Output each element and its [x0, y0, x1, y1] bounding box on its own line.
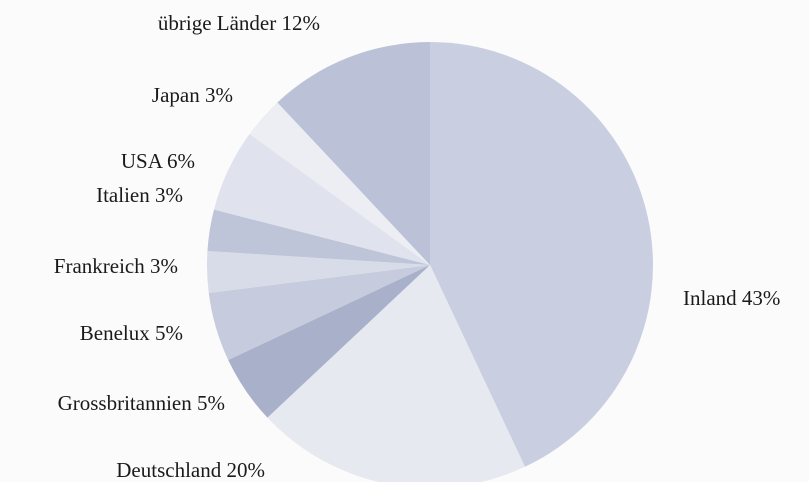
pie-slice — [277, 41, 430, 265]
slice-label: übrige Länder 12% — [158, 11, 320, 35]
pie-slice — [430, 42, 654, 467]
slice-label: Deutschland 20% — [116, 458, 265, 482]
slice-label: Benelux 5% — [80, 321, 183, 345]
value-label: 6% — [167, 149, 195, 173]
pie-slice — [207, 250, 430, 293]
pie-slice — [267, 265, 525, 482]
value-label: 43% — [742, 286, 781, 310]
category-label: Benelux — [80, 321, 150, 345]
slice-label: Frankreich 3% — [54, 254, 178, 278]
slice-label: USA 6% — [121, 149, 195, 173]
value-label: 20% — [227, 458, 266, 482]
pie-slice — [208, 265, 430, 360]
category-label: Deutschland — [116, 458, 221, 482]
value-label: 3% — [205, 83, 233, 107]
slice-label: Japan 3% — [152, 83, 233, 107]
value-label: 12% — [282, 11, 321, 35]
pie-slice — [228, 265, 430, 418]
category-label: Italien — [96, 183, 150, 207]
value-label: 5% — [197, 391, 225, 415]
category-label: Grossbritannien — [58, 391, 193, 415]
slice-label: Inland 43% — [683, 286, 780, 310]
value-label: 5% — [155, 321, 183, 345]
category-label: USA — [121, 149, 164, 173]
slice-label: Italien 3% — [96, 183, 183, 207]
slice-label: Grossbritannien 5% — [58, 391, 225, 415]
pie-slice — [214, 133, 430, 265]
value-label: 3% — [150, 254, 178, 278]
category-label: Japan — [152, 83, 200, 107]
category-label: Frankreich — [54, 254, 145, 278]
category-label: übrige Länder — [158, 11, 276, 35]
category-label: Inland — [683, 286, 737, 310]
pie-slice — [207, 209, 430, 265]
pie-slice — [249, 102, 430, 265]
value-label: 3% — [155, 183, 183, 207]
